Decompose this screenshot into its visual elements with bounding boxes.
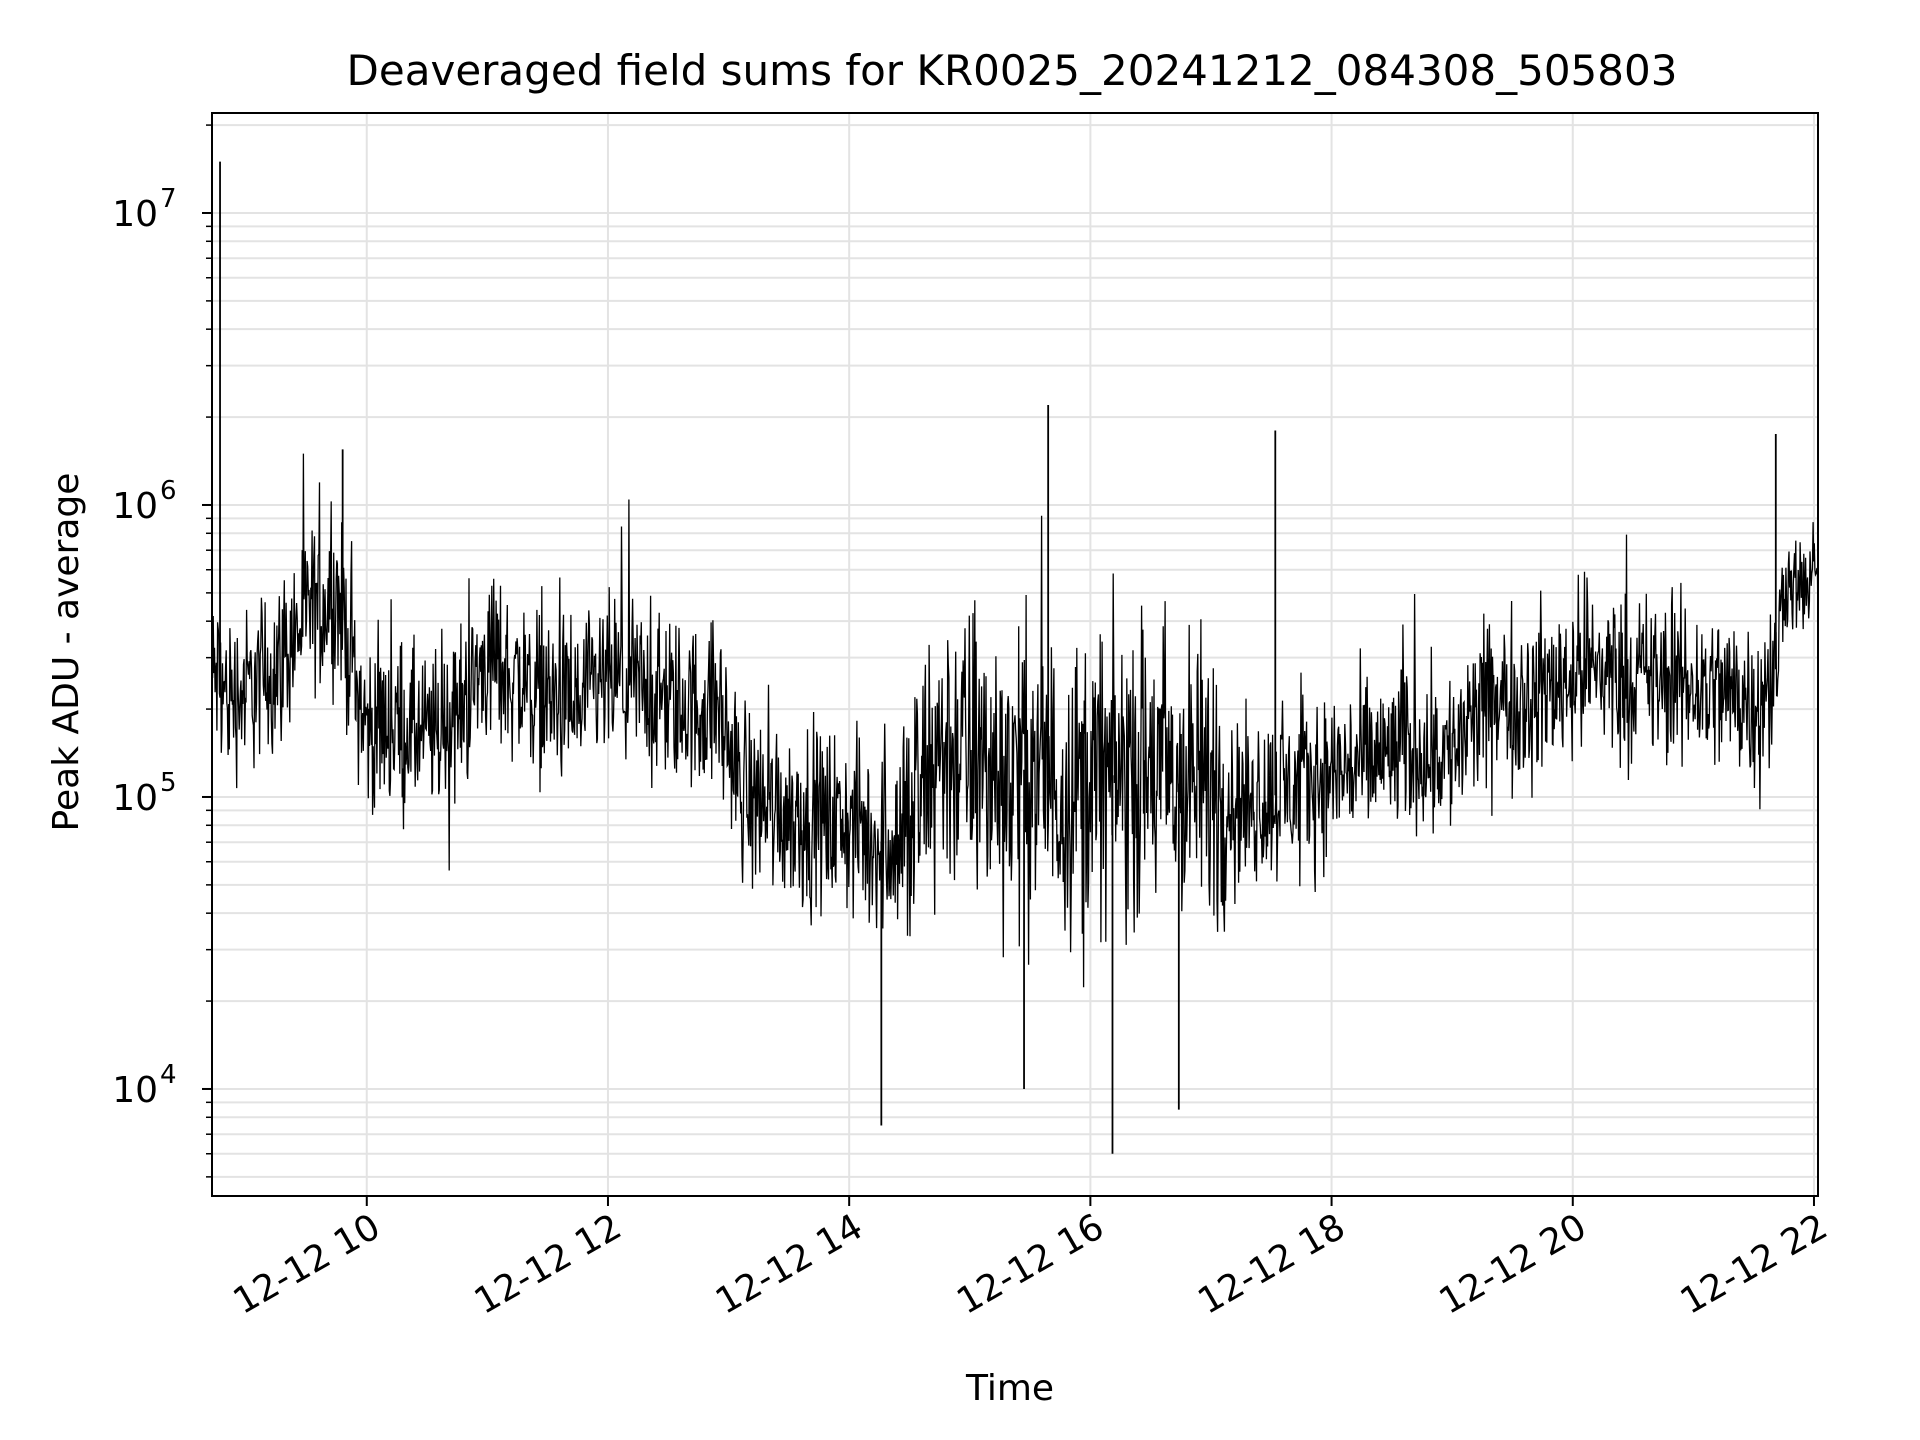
y-tick-label: 10 (112, 1070, 158, 1111)
grid (212, 113, 1818, 1196)
y-tick-exponent: 6 (160, 476, 177, 506)
series-path (211, 453, 1819, 988)
y-axis-label: Peak ADU - average (46, 473, 87, 832)
axis-ticks (202, 124, 1815, 1206)
plot-frame (211, 112, 1819, 1197)
y-tick-exponent: 5 (160, 768, 177, 798)
x-axis-label: Time (965, 1368, 1054, 1409)
y-tick-label: 10 (112, 778, 158, 819)
y-tick-label: 10 (112, 194, 158, 235)
y-tick-label: 10 (112, 486, 158, 527)
chart-title: Deaveraged field sums for KR0025_2024121… (347, 46, 1678, 95)
y-tick-exponent: 4 (160, 1060, 177, 1090)
y-tick-exponent: 7 (160, 184, 177, 214)
